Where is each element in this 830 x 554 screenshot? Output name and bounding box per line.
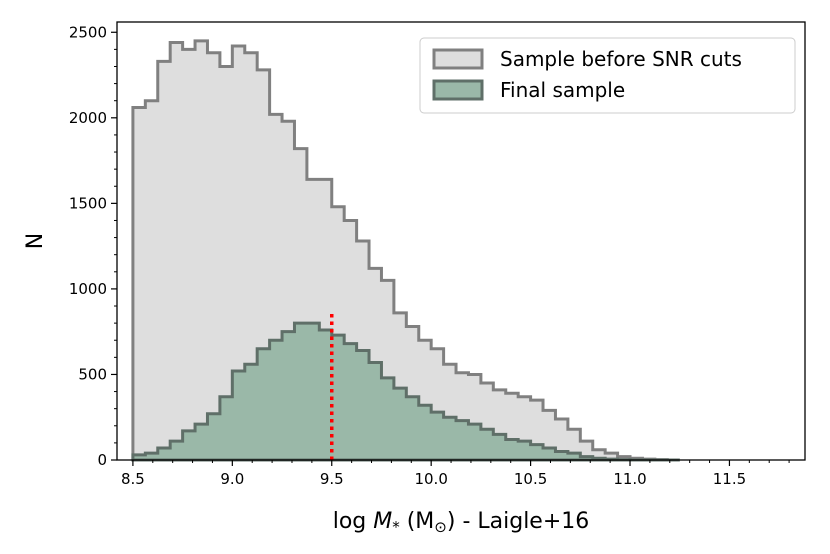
y-tick-label: 2000 (69, 109, 107, 127)
legend: Sample before SNR cuts Final sample (419, 37, 796, 114)
x-tick-label: 11.0 (613, 470, 646, 488)
y-tick-label: 2500 (69, 23, 107, 41)
x-tick-label: 10.5 (514, 470, 547, 488)
legend-label-before-snr: Sample before SNR cuts (500, 47, 742, 71)
x-tick-label: 10.0 (414, 470, 447, 488)
x-tick-label: 8.5 (121, 470, 145, 488)
series-layer (131, 39, 680, 462)
y-tick-label: 1500 (69, 194, 107, 212)
y-axis: 0 500 1000 1500 2000 2500 (69, 23, 117, 469)
legend-label-final: Final sample (500, 78, 625, 102)
y-axis-label: N (23, 233, 48, 249)
legend-swatch-before-snr (432, 48, 484, 70)
x-tick-label: 9.5 (320, 470, 344, 488)
y-tick-label: 0 (97, 451, 107, 469)
plot-frame (116, 21, 806, 461)
legend-box (419, 37, 796, 114)
x-axis: 8.5 9.0 9.5 10.0 10.5 11.0 11.5 (121, 460, 790, 488)
legend-swatch-final (432, 79, 484, 101)
x-axis-label: log M* (M⊙) - Laigle+16 (333, 509, 590, 536)
y-tick-label: 1000 (69, 280, 107, 298)
x-tick-label: 11.5 (713, 470, 746, 488)
histogram-series-1 (131, 321, 680, 462)
x-tick-label: 9.0 (220, 470, 244, 488)
y-tick-label: 500 (78, 365, 107, 383)
